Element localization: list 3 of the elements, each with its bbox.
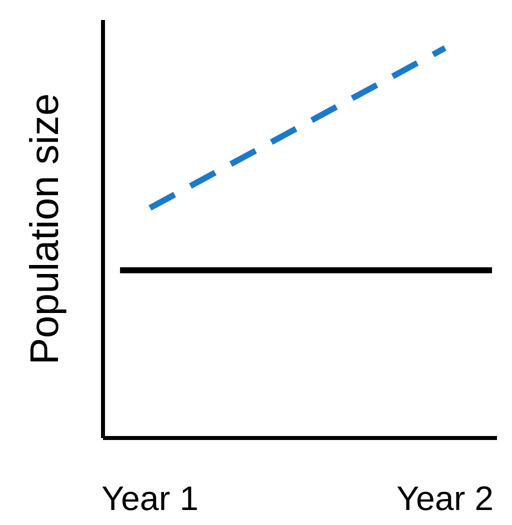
x-tick-label: Year 2 (396, 480, 494, 518)
y-axis-title: Population size (23, 93, 67, 365)
x-tick-label: Year 1 (101, 480, 199, 518)
